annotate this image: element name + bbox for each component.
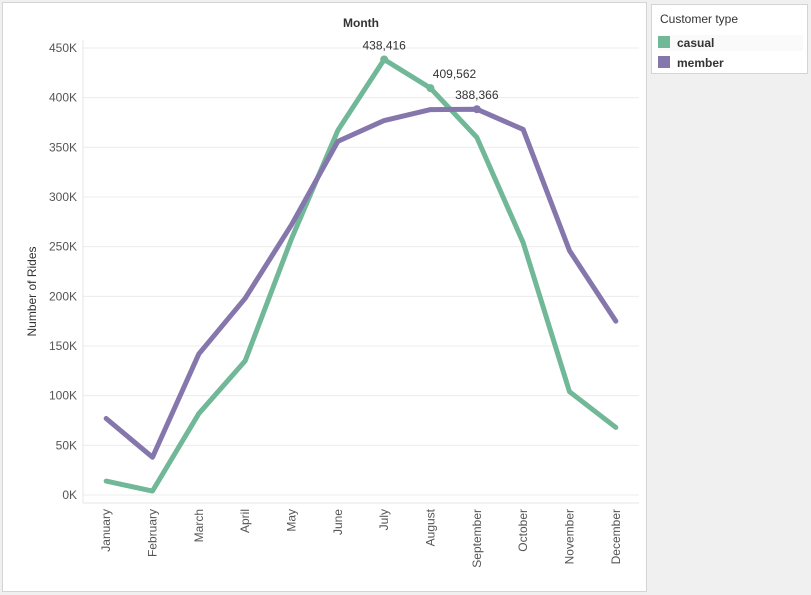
data-point-member bbox=[472, 105, 481, 114]
x-tick-label: February bbox=[146, 509, 160, 557]
data-point-casual bbox=[426, 84, 435, 93]
y-tick-label: 100K bbox=[49, 389, 77, 403]
y-tick-label: 150K bbox=[49, 339, 77, 353]
series-line-casual bbox=[103, 57, 619, 494]
x-tick-label: July bbox=[377, 509, 391, 530]
y-tick-label: 50K bbox=[56, 438, 77, 452]
data-point-casual bbox=[380, 55, 389, 64]
y-tick-label: 400K bbox=[49, 91, 77, 105]
y-axis-title: Number of Rides bbox=[25, 246, 39, 336]
x-tick-label: November bbox=[563, 509, 577, 564]
x-tick-label: January bbox=[99, 509, 113, 552]
y-tick-label: 0K bbox=[62, 488, 77, 502]
y-tick-label: 200K bbox=[49, 289, 77, 303]
legend: Customer type casual member bbox=[651, 4, 808, 74]
data-label: 409,562 bbox=[433, 67, 477, 81]
x-tick-label: March bbox=[192, 509, 206, 542]
x-tick-label: April bbox=[238, 509, 252, 533]
y-tick-label: 250K bbox=[49, 240, 77, 254]
x-tick-label: October bbox=[516, 509, 530, 552]
series-line-member bbox=[103, 106, 619, 460]
x-tick-label: May bbox=[285, 509, 299, 532]
legend-label-casual: casual bbox=[677, 36, 715, 50]
x-tick-label: June bbox=[331, 509, 345, 535]
legend-swatch-member bbox=[658, 56, 670, 68]
line-chart: 0K 50K 100K 150K 200K 250K 300K 350K 400K 450K Jan… bbox=[25, 16, 639, 568]
legend-title: Customer type bbox=[660, 12, 739, 26]
legend-label-member: member bbox=[677, 56, 724, 70]
legend-item-member[interactable]: member bbox=[658, 55, 803, 71]
legend-swatch-casual bbox=[658, 36, 670, 48]
data-label: 388,366 bbox=[455, 88, 499, 102]
y-tick-label: 300K bbox=[49, 190, 77, 204]
x-tick-label: August bbox=[424, 508, 438, 546]
x-tick-label: September bbox=[470, 509, 484, 568]
legend-item-casual[interactable]: casual bbox=[658, 35, 803, 51]
x-axis-title: Month bbox=[343, 16, 379, 30]
chart-pane: 0K 50K 100K 150K 200K 250K 300K 350K 400K 450K Jan… bbox=[2, 2, 647, 592]
data-label: 438,416 bbox=[362, 39, 406, 53]
x-tick-label: December bbox=[609, 509, 623, 564]
y-tick-label: 450K bbox=[49, 41, 77, 55]
y-tick-label: 350K bbox=[49, 140, 77, 154]
